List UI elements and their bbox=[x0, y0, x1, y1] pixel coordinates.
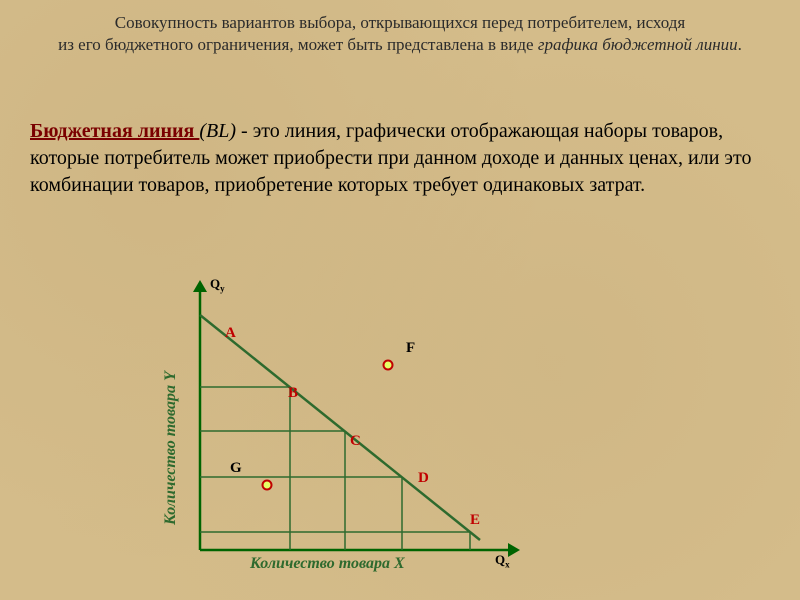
qx-label: Qx bbox=[495, 552, 510, 570]
definition-bl: (BL) bbox=[199, 120, 236, 142]
point-label-b: B bbox=[288, 385, 298, 402]
intro-line1: Совокупность вариантов выбора, открывающ… bbox=[115, 13, 686, 32]
point-label-g: G bbox=[230, 460, 242, 477]
intro-emph: графика бюджетной линии bbox=[538, 35, 738, 54]
point-label-c: C bbox=[350, 433, 361, 450]
point-label-d: D bbox=[418, 470, 429, 487]
point-label-e: E bbox=[470, 512, 480, 529]
budget-line-chart: Количество товара Y Количество товара X … bbox=[140, 280, 560, 590]
definition-paragraph: Бюджетная линия (BL) - это линия, графич… bbox=[30, 118, 770, 199]
y-axis-title: Количество товара Y bbox=[162, 371, 180, 525]
intro-paragraph: Совокупность вариантов выбора, открывающ… bbox=[40, 12, 760, 56]
point-label-f: F bbox=[406, 340, 415, 357]
definition-term: Бюджетная линия bbox=[30, 120, 199, 142]
point-label-a: A bbox=[225, 325, 236, 342]
x-axis-title: Количество товара X bbox=[250, 555, 405, 573]
intro-dot: . bbox=[738, 35, 742, 54]
qy-label: Qy bbox=[210, 276, 225, 294]
intro-line2: из его бюджетного ограничения, может быт… bbox=[58, 35, 533, 54]
